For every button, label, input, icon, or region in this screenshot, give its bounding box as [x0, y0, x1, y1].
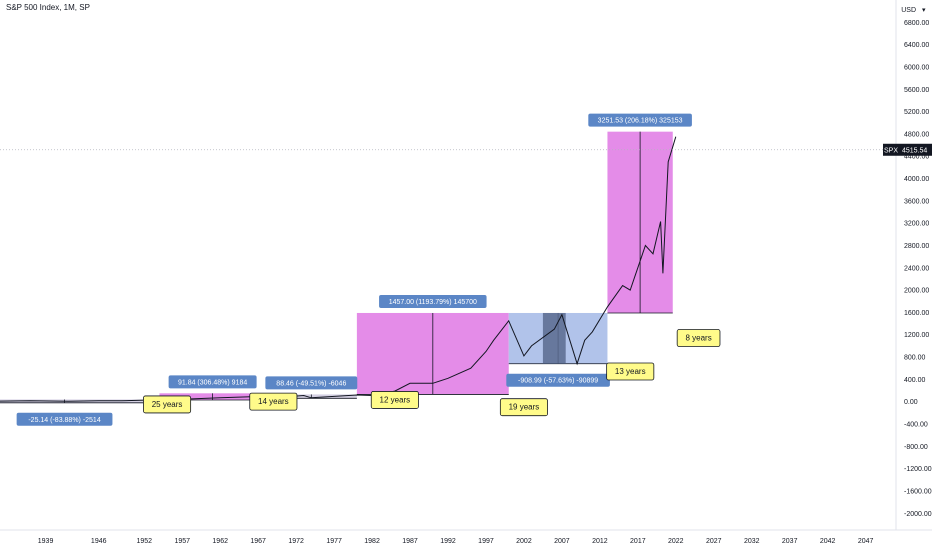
range-label-text: 91.84 (306.48%) 9184: [178, 379, 247, 386]
y-tick-label: -800.00: [904, 444, 928, 451]
y-tick-label: 4800.00: [904, 131, 929, 138]
x-tick-label: 1939: [38, 538, 54, 545]
range-label-badge: [506, 373, 610, 387]
last-value-tag: [899, 143, 932, 156]
range-label-text: -908.99 (-57.63%) -90899: [518, 378, 598, 385]
x-tick-label: 1987: [402, 538, 418, 545]
duration-callout[interactable]: [143, 395, 192, 414]
y-tick-label: 4400.00: [904, 154, 929, 161]
y-tick-label: 800.00: [904, 355, 926, 362]
duration-callout[interactable]: [370, 391, 419, 409]
duration-callout-text: 25 years: [152, 400, 183, 409]
range-label-badge: [168, 375, 257, 389]
y-tick-label: -1200.00: [904, 466, 932, 473]
x-tick-label: 2027: [706, 538, 722, 545]
y-tick-label: 0.00: [904, 399, 918, 406]
x-tick-label: 1997: [478, 538, 494, 545]
x-tick-label: 1972: [288, 538, 304, 545]
x-tick-label: 2037: [782, 538, 798, 545]
x-tick-label: 1946: [91, 538, 107, 545]
y-tick-label: 5200.00: [904, 109, 929, 116]
duration-callout[interactable]: [606, 362, 655, 381]
duration-callout[interactable]: [249, 392, 298, 411]
x-tick-label: 1992: [440, 538, 456, 545]
last-value-label: 4515.54: [902, 147, 927, 154]
x-tick-label: 1977: [326, 538, 342, 545]
inner-range-box[interactable]: [542, 312, 566, 364]
ticker-label: SPX: [884, 147, 898, 154]
range-label-text: 3251.53 (206.18%) 325153: [598, 118, 683, 125]
range-label-text: -25.14 (-83.88%) -2514: [28, 417, 100, 424]
x-tick-label: 2012: [592, 538, 608, 545]
y-tick-label: 2000.00: [904, 288, 929, 295]
y-tick-label: -2000.00: [904, 511, 932, 518]
x-tick-label: 1967: [250, 538, 266, 545]
x-tick-label: 2047: [858, 538, 874, 545]
annotations-layer: [0, 131, 673, 404]
x-tick-label: 1957: [174, 538, 190, 545]
y-tick-label: 2400.00: [904, 265, 929, 272]
currency-label: USD: [901, 7, 916, 14]
x-tick-label: 2022: [668, 538, 684, 545]
duration-callout-text: 14 years: [258, 397, 289, 406]
y-tick-label: 3200.00: [904, 221, 929, 228]
y-tick-label: 4000.00: [904, 176, 929, 183]
y-tick-label: 3600.00: [904, 198, 929, 205]
x-tick-label: 1962: [212, 538, 228, 545]
x-tick-label: 1982: [364, 538, 380, 545]
labels-layer: SPX 4515.54 -25.14 (-83.88%) -2514 91.84 (3…: [0, 113, 932, 426]
chart-title: S&P 500 Index, 1M, SP: [6, 3, 90, 12]
duration-callout[interactable]: [676, 329, 721, 347]
y-tick-label: -400.00: [904, 422, 928, 429]
x-tick-label: 2032: [744, 538, 760, 545]
range-label-text: 1457.00 (1193.79%) 145700: [389, 299, 477, 306]
duration-callout-text: 8 years: [685, 334, 711, 343]
duration-callout-text: 19 years: [509, 403, 540, 412]
duration-callout-text: 12 years: [380, 395, 411, 404]
range-label-badge: [265, 376, 358, 390]
range-label-badge: [16, 412, 113, 426]
ticker-tag: [883, 143, 899, 156]
x-tick-label: 1952: [136, 538, 152, 545]
y-tick-label: 6400.00: [904, 42, 929, 49]
x-tick-label: 2002: [516, 538, 532, 545]
y-tick-label: 1600.00: [904, 310, 929, 317]
y-tick-label: -1600.00: [904, 488, 932, 495]
y-tick-label: 6800.00: [904, 20, 929, 27]
currency-chevron-icon[interactable]: ▾: [922, 7, 926, 14]
y-tick-label: 1200.00: [904, 332, 929, 339]
duration-callout-text: 13 years: [615, 367, 646, 376]
x-tick-label: 2042: [820, 538, 836, 545]
x-tick-label: 2007: [554, 538, 570, 545]
range-label-badge: [379, 294, 487, 308]
range-label-text: 88.46 (-49.51%) -6046: [276, 380, 346, 387]
y-tick-label: 2800.00: [904, 243, 929, 250]
y-tick-label: 400.00: [904, 377, 926, 384]
y-tick-label: 6000.00: [904, 64, 929, 71]
y-tick-label: 5600.00: [904, 87, 929, 94]
range-label-badge: [588, 113, 692, 127]
duration-callout[interactable]: [499, 398, 548, 417]
x-tick-label: 2017: [630, 538, 646, 545]
